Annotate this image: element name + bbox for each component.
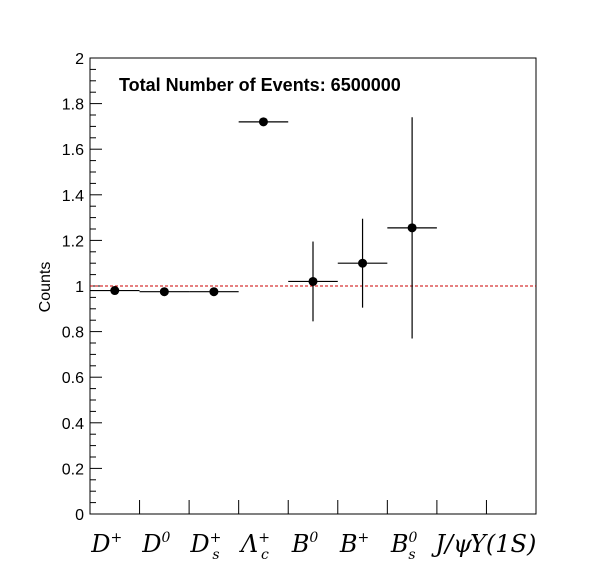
y-tick-label: 0.4 (62, 416, 84, 433)
data-point (387, 117, 437, 339)
y-tick-label: 2 (75, 51, 84, 68)
x-category-label: D+ (90, 530, 122, 558)
data-point (189, 287, 239, 297)
x-category-label: Λ+ c (239, 530, 270, 563)
data-points (90, 117, 437, 339)
point-marker (358, 258, 368, 268)
point-marker (209, 287, 219, 297)
y-tick-label: 1.6 (62, 142, 84, 159)
x-category-labels: D+ D0 D+ s Λ+ c B0 B+ B0 s J/ψΥ(1S) (90, 530, 536, 563)
data-point (139, 287, 190, 297)
y-axis-ticks: 0 0.2 0.4 0.6 0.8 1 1.2 1.4 1.6 1.8 2 (62, 51, 102, 524)
x-category-label: D+ s (189, 530, 221, 563)
y-tick-label: 1.2 (62, 233, 84, 250)
y-tick-label: 1 (75, 279, 84, 296)
point-marker (258, 117, 268, 127)
data-point (288, 241, 338, 322)
x-category-label: J/ψ (430, 530, 473, 558)
point-marker (407, 223, 417, 233)
y-tick-label: 0.6 (62, 370, 84, 387)
x-category-label: B0 (291, 530, 319, 558)
y-tick-label: 1.4 (62, 188, 84, 205)
y-axis-label: Counts (37, 262, 54, 313)
x-axis-ticks (139, 500, 487, 514)
y-tick-label: 0 (75, 507, 84, 524)
x-category-label: D0 (141, 530, 170, 558)
y-tick-label: 0.2 (62, 461, 84, 478)
point-marker (159, 287, 169, 297)
x-category-label: Υ(1S) (470, 530, 536, 558)
y-tick-label: 1.8 (62, 97, 84, 114)
data-point (238, 117, 289, 127)
point-marker (308, 276, 318, 286)
y-tick-label: 0.8 (62, 325, 84, 342)
data-point (90, 286, 140, 296)
data-point (337, 218, 388, 308)
x-category-label: B+ (339, 530, 369, 558)
chart-title: Total Number of Events: 6500000 (119, 75, 401, 95)
point-marker (110, 286, 120, 296)
x-category-label: B0 s (390, 530, 418, 563)
